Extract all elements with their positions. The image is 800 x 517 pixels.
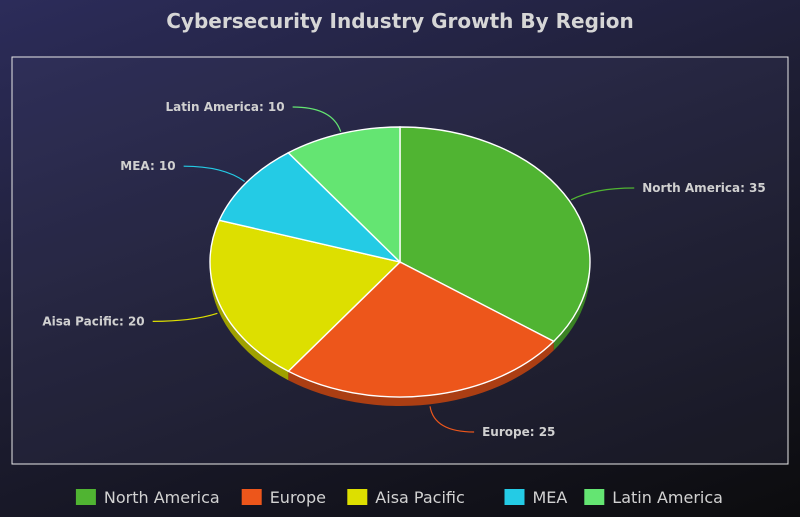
- legend: North America Europe Aisa Pacific MEA Latin …: [75, 488, 723, 507]
- pie-slice-latin-america[interactable]: [287, 126, 401, 264]
- pie-side-aisa-pacific: [210, 262, 289, 381]
- pie-slice-aisa-pacific[interactable]: [209, 219, 402, 373]
- data-label-mea: MEA: 10: [120, 159, 175, 173]
- chart-title: Cybersecurity Industry Growth By Region: [166, 9, 633, 33]
- pie-slice-europe[interactable]: [287, 261, 555, 398]
- label-connector-europe: [429, 406, 475, 433]
- pie-slice-north-america[interactable]: [399, 126, 591, 343]
- label-connector-north-america: [570, 187, 635, 201]
- legend-label-europe: Europe: [270, 488, 326, 507]
- data-label-europe: Europe: 25: [482, 425, 555, 439]
- legend-label-mea: MEA: [533, 488, 568, 507]
- legend-swatch-latin-america: [584, 489, 605, 505]
- legend-label-latin-america: Latin America: [612, 488, 723, 507]
- legend-item-latin-america[interactable]: Latin America: [584, 488, 723, 507]
- pie-depth-layer: [210, 262, 590, 407]
- data-labels: North America: 35 Europe: 25 Aisa Pacific:…: [42, 100, 765, 439]
- legend-swatch-mea: [504, 489, 525, 505]
- legend-label-north-america: North America: [104, 488, 220, 507]
- legend-item-mea[interactable]: MEA: [504, 488, 568, 507]
- pie-side-north-america: [553, 262, 590, 351]
- legend-label-aisa-pacific: Aisa Pacific: [375, 488, 464, 507]
- legend-item-north-america[interactable]: North America: [75, 488, 220, 507]
- legend-item-aisa-pacific[interactable]: Aisa Pacific: [347, 488, 465, 507]
- legend-item-europe[interactable]: Europe: [241, 488, 326, 507]
- label-connector-latin-america: [292, 106, 342, 132]
- data-label-latin-america: Latin America: 10: [165, 100, 284, 114]
- legend-swatch-aisa-pacific: [347, 489, 368, 505]
- pie-slice-mea[interactable]: [218, 151, 403, 264]
- label-connector-mea: [183, 165, 246, 182]
- pie-slices: [209, 126, 591, 398]
- pie-side-europe: [288, 341, 554, 407]
- legend-swatch-north-america: [75, 489, 96, 505]
- legend-swatch-europe: [241, 489, 262, 505]
- data-label-aisa-pacific: Aisa Pacific: 20: [42, 314, 144, 328]
- label-connector-aisa-pacific: [152, 312, 218, 322]
- data-label-north-america: North America: 35: [642, 181, 766, 195]
